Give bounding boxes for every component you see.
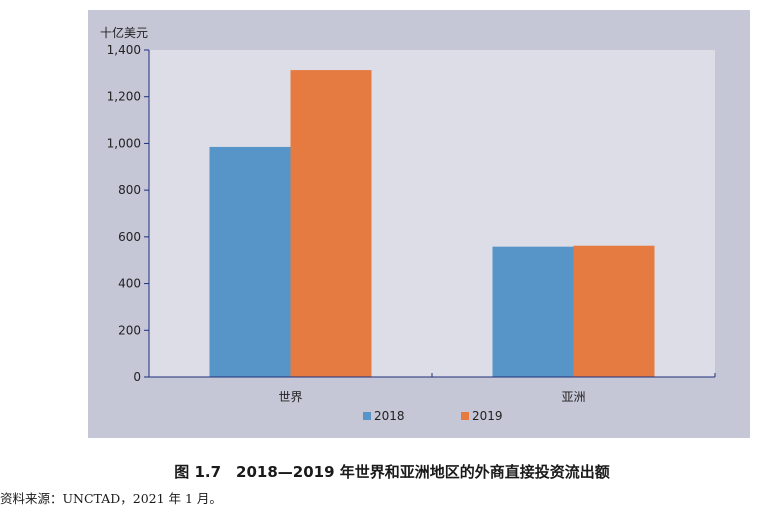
y-tick-label: 200 xyxy=(118,323,141,337)
source-note: 资料来源：UNCTAD，2021 年 1 月。 xyxy=(0,491,222,506)
legend-label: 2019 xyxy=(472,409,503,423)
x-category-label: 世界 xyxy=(278,390,302,404)
chart-panel: 0 200 400 600 800 1,000 1,200 1,400 十亿美元 世界 亚洲 2… xyxy=(88,10,750,438)
legend-swatch-2019 xyxy=(461,412,469,420)
y-tick-label: 1,400 xyxy=(107,43,141,57)
legend-label: 2018 xyxy=(374,409,405,423)
y-tick-label: 1,000 xyxy=(107,136,141,150)
y-tick-label: 0 xyxy=(133,370,141,384)
x-category-label: 亚洲 xyxy=(561,390,585,404)
bar-2018-1 xyxy=(492,246,574,377)
y-tick-label: 600 xyxy=(118,230,141,244)
y-tick-label: 1,200 xyxy=(107,90,141,104)
bar-2019-0 xyxy=(290,70,372,377)
legend-swatch-2018 xyxy=(363,412,371,420)
y-axis-unit-label: 十亿美元 xyxy=(100,25,148,40)
y-tick-label: 800 xyxy=(118,183,141,197)
bar-2018-0 xyxy=(209,146,291,377)
bar-2019-1 xyxy=(573,245,655,377)
legend: 2018 2019 xyxy=(363,409,503,423)
y-tick-label: 400 xyxy=(118,277,141,291)
figure-caption: 图 1.7 2018—2019 年世界和亚洲地区的外商直接投资流出额 xyxy=(174,463,610,481)
bar-chart: 0 200 400 600 800 1,000 1,200 1,400 十亿美元 世界 亚洲 2… xyxy=(100,25,716,423)
